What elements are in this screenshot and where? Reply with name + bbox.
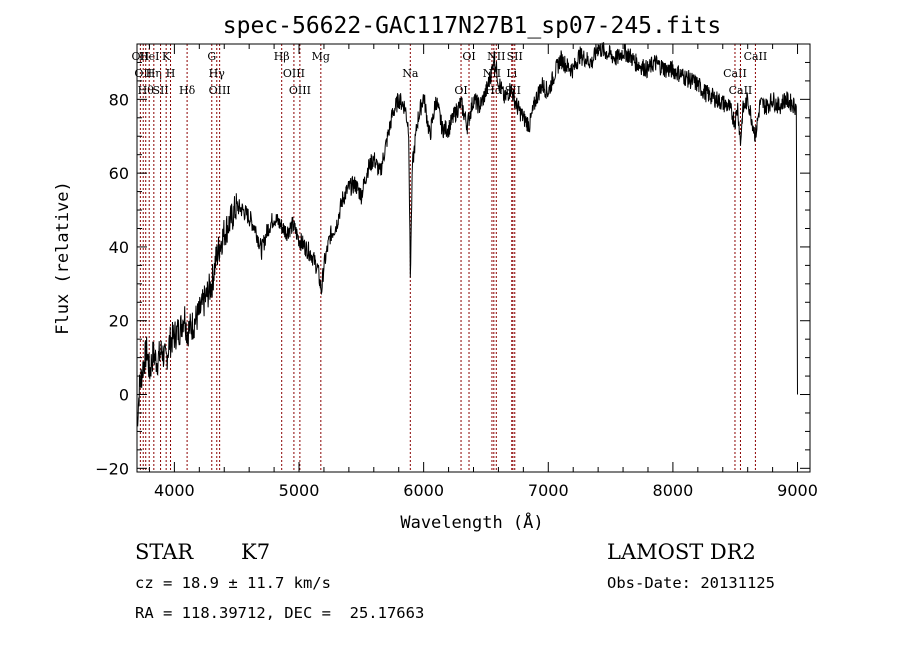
line-marker-label: OIII xyxy=(209,84,231,97)
line-marker-label: OII xyxy=(134,67,152,80)
x-axis-label: Wavelength (Å) xyxy=(400,511,543,533)
x-tick-label: 5000 xyxy=(279,481,320,500)
line-marker-label: OI xyxy=(454,84,467,97)
object-class: STAR xyxy=(135,540,194,564)
x-tick-label: 4000 xyxy=(154,481,195,500)
line-marker-label: CaII xyxy=(744,50,768,63)
spectrum-series xyxy=(136,42,798,427)
y-tick-label: 80 xyxy=(109,90,129,109)
x-tick-label: 7000 xyxy=(528,481,569,500)
line-marker-label: SII xyxy=(507,50,523,63)
line-marker-label: NII xyxy=(487,50,505,63)
y-tick-label: 20 xyxy=(109,312,129,331)
redshift-readout: cz = 18.9 ± 11.7 km/s xyxy=(135,574,331,592)
line-marker-label: Hθ xyxy=(138,84,155,97)
x-tick-label: 6000 xyxy=(403,481,444,500)
line-marker-label: CaII xyxy=(723,67,747,80)
line-marker-label: SII xyxy=(505,84,521,97)
x-tick-label: 8000 xyxy=(653,481,694,500)
line-marker-label: Hβ xyxy=(274,50,290,63)
line-marker-label: SII xyxy=(152,84,168,97)
y-tick-label: 40 xyxy=(109,238,129,257)
line-marker-label: G xyxy=(207,50,216,63)
object-subclass: K7 xyxy=(241,540,271,564)
line-marker-label: OIII xyxy=(289,84,311,97)
line-marker-label: Hδ xyxy=(179,84,196,97)
y-tick-label: 0 xyxy=(119,386,129,405)
line-marker-label: CaII xyxy=(729,84,753,97)
line-marker-label: OII xyxy=(132,50,150,63)
line-marker-label: OI xyxy=(462,50,475,63)
observation-date: Obs-Date: 20131125 xyxy=(607,574,775,592)
line-marker-label: Hη xyxy=(146,67,162,80)
line-marker-label: Mg xyxy=(312,50,330,63)
coordinates: RA = 118.39712, DEC = 25.17663 xyxy=(135,604,425,622)
survey-name: LAMOST DR2 xyxy=(607,540,756,564)
y-tick-label: −20 xyxy=(95,459,129,478)
line-marker-label: Hγ xyxy=(209,67,226,80)
line-marker-label: Na xyxy=(402,67,419,80)
y-tick-label: 60 xyxy=(109,164,129,183)
spectrum-line xyxy=(136,42,798,427)
line-marker-label: OIII xyxy=(283,67,305,80)
line-marker-label: HeI xyxy=(139,50,159,63)
x-tick-label: 9000 xyxy=(777,481,818,500)
line-marker-label: Li xyxy=(506,67,517,80)
line-marker-label: H xyxy=(166,67,176,80)
line-marker-label: K xyxy=(162,50,171,63)
y-axis-label: Flux (relative) xyxy=(53,181,73,335)
chart-title: spec-56622-GAC117N27B1_sp07-245.fits xyxy=(223,13,722,39)
axis-ticks: 4000 5000 6000 7000 8000 9000 −20 0 20 40 60 80 xyxy=(95,43,818,500)
